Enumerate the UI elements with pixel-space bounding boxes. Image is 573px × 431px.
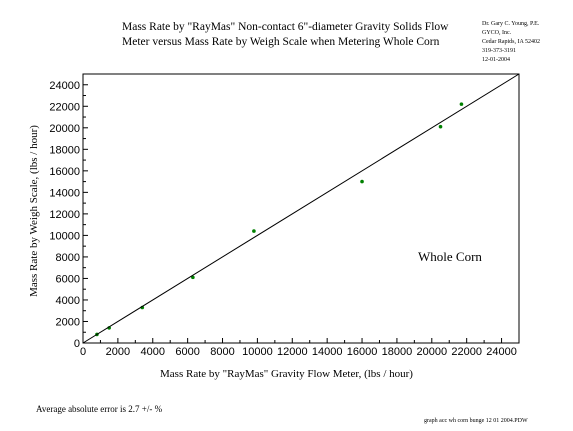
- x-tick-label: 20000: [417, 346, 448, 358]
- data-point: [459, 102, 464, 106]
- x-tick-label: 16000: [347, 346, 378, 358]
- y-tick-label: 24000: [49, 80, 80, 92]
- y-tick-label: 6000: [56, 273, 80, 285]
- x-tick-label: 18000: [382, 346, 413, 358]
- author-line: 12-01-2004: [482, 57, 510, 63]
- y-tick-label: 2000: [56, 316, 80, 328]
- x-tick-label: 4000: [141, 346, 165, 358]
- chart-title: Mass Rate by "RayMas" Non-contact 6"-dia…: [122, 20, 448, 50]
- series-group: [82, 73, 520, 344]
- x-tick-label: 6000: [175, 346, 199, 358]
- y-tick-label: 18000: [49, 144, 80, 156]
- y-tick-label: 14000: [49, 187, 80, 199]
- x-tick-label: 0: [80, 346, 86, 358]
- y-tick-label: 20000: [49, 123, 80, 135]
- data-point: [191, 275, 195, 280]
- x-tick-label: 14000: [312, 346, 343, 358]
- x-tick-label: 2000: [106, 346, 130, 358]
- x-tick-label: 24000: [486, 346, 517, 358]
- author-block: Dr. Gary C. Young, P.E. GYCO, Inc. Cedar…: [482, 20, 540, 65]
- data-point: [360, 179, 364, 184]
- annotation-whole-corn: Whole Corn: [418, 249, 482, 264]
- y-tick-label: 4000: [56, 295, 80, 307]
- author-line: Dr. Gary C. Young, P.E.: [482, 21, 540, 27]
- file-name: graph acc wh corn bunge 12 01 2004.PDW: [424, 418, 528, 424]
- error-note: Average absolute error is 2.7 +/- %: [36, 404, 163, 414]
- x-tick-label: 8000: [210, 346, 234, 358]
- author-line: GYCO, Inc.: [482, 30, 512, 36]
- chart-title-line-2: Meter versus Mass Rate by Weigh Scale wh…: [122, 36, 440, 48]
- x-axis-label: Mass Rate by "RayMas" Gravity Flow Meter…: [160, 368, 413, 380]
- data-point: [252, 229, 256, 233]
- x-tick-label: 10000: [242, 346, 273, 358]
- y-tick-label: 0: [74, 338, 80, 350]
- x-tick-label: 22000: [451, 346, 482, 358]
- author-line: 319-373-3191: [482, 48, 516, 54]
- chart-title-line-1: Mass Rate by "RayMas" Non-contact 6"-dia…: [122, 21, 449, 33]
- y-axis-label: Mass Rate by Weigh Scale, (lbs / hour): [28, 125, 40, 297]
- x-tick-label: 12000: [277, 346, 308, 358]
- y-tick-label: 12000: [49, 209, 80, 221]
- data-point: [438, 124, 443, 129]
- plot-frame: [82, 73, 520, 344]
- fit-line: [82, 73, 520, 344]
- y-tick-label: 16000: [49, 166, 80, 178]
- y-tick-label: 22000: [49, 101, 80, 113]
- y-tick-label: 10000: [49, 230, 80, 242]
- y-tick-label: 8000: [56, 252, 80, 264]
- author-line: Cedar Rapids, IA 52402: [482, 39, 540, 45]
- axis-ticks: 0 2000 4000 6000 8000 10000 12000 14000 16000 180…: [49, 80, 516, 358]
